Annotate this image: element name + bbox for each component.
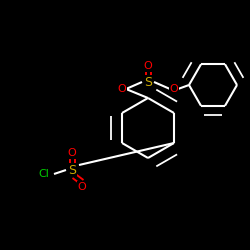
Text: S: S: [68, 164, 76, 176]
Text: O: O: [118, 84, 126, 94]
Text: O: O: [144, 61, 152, 71]
Text: O: O: [170, 84, 178, 94]
Text: O: O: [68, 148, 76, 158]
Text: O: O: [78, 182, 86, 192]
Text: S: S: [144, 76, 152, 88]
Text: Cl: Cl: [38, 169, 50, 179]
